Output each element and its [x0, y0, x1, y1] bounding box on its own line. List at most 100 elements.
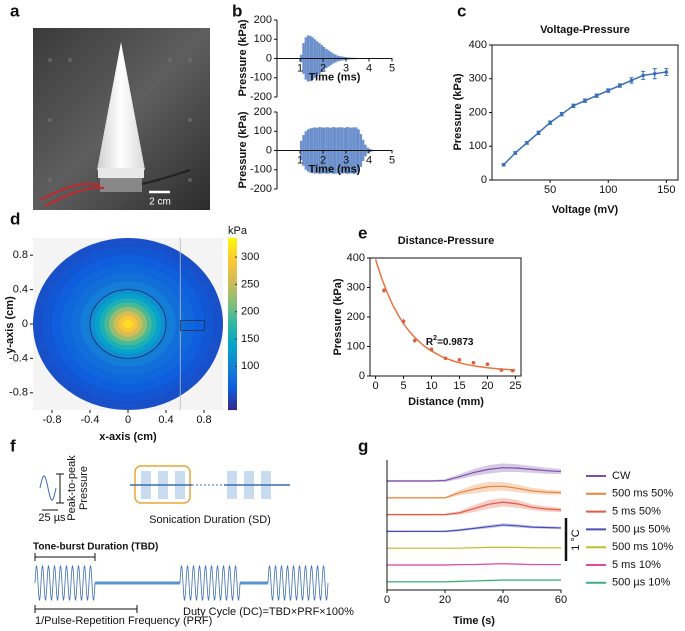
point [485, 362, 490, 367]
panel-label: c [457, 1, 466, 20]
diagram: Peak-to-peak Pressure 25 µs Sonication D… [33, 455, 354, 627]
diagram-label: 1/Pulse-Repetition Frequency (PRF) [35, 615, 212, 627]
point [525, 141, 529, 145]
x-tick-label: 20 [439, 594, 451, 606]
colorbar-tick-label: 250 [241, 278, 259, 290]
diagram-label: Pressure [78, 466, 90, 510]
colorbar-slice [228, 361, 237, 365]
x-tick-label: 5 [389, 62, 395, 74]
point [401, 319, 406, 324]
y-tick-label: 0.8 [13, 249, 28, 261]
colorbar-slice [228, 355, 237, 359]
error-band [459, 484, 474, 496]
colorbar-slice [228, 389, 237, 393]
colorbar-slice [228, 363, 237, 367]
colorbar-slice [228, 271, 237, 275]
colorbar-slice [228, 377, 237, 381]
colorbar-slice [228, 325, 237, 329]
colorbar-slice [228, 327, 237, 331]
colorbar-slice [228, 305, 237, 309]
x-tick-label: 0 [125, 414, 131, 426]
y-axis-label: Pressure (kPa) [237, 19, 249, 96]
colorbar-slice [228, 297, 237, 301]
colorbar-slice [228, 385, 237, 389]
tone-burst [34, 564, 96, 602]
heat-ring [127, 323, 129, 325]
trace [387, 485, 562, 499]
x-tick-label: 2 [320, 154, 326, 166]
y-tick-label: 100 [254, 125, 272, 137]
x-tick-label: 5 [400, 380, 406, 392]
colorbar-slice [228, 267, 237, 271]
panel-label: e [358, 223, 367, 242]
legend-label: 500 µs 50% [612, 523, 671, 535]
fit-line [374, 259, 516, 371]
y-tick-label: -100 [250, 72, 272, 84]
x-tick-label: 0 [384, 594, 390, 606]
colorbar-slice [228, 341, 237, 345]
panel-label: f [10, 436, 16, 455]
colorbar-slice [228, 353, 237, 357]
colorbar-slice [228, 291, 237, 295]
colorbar-slice [228, 237, 237, 241]
trace [387, 546, 561, 549]
probe [179, 320, 205, 331]
colorbar-slice [228, 257, 237, 261]
y-axis-label: Pressure (kPa) [332, 278, 344, 355]
x-axis-label: Distance (mm) [408, 396, 484, 408]
colorbar-slice [228, 345, 237, 349]
x-axis-label: Time (ms) [309, 71, 361, 83]
x-tick-label: 2 [320, 62, 326, 74]
x-tick-label: 4 [366, 62, 372, 74]
y-tick-label: -0.4 [9, 352, 28, 364]
legend-label: 500 ms 10% [612, 541, 673, 553]
colorbar-slice [228, 303, 237, 307]
x-tick-label: -0.4 [81, 414, 100, 426]
colorbar-slice [228, 279, 237, 283]
x-tick-label: 1 [297, 62, 303, 74]
colorbar-slice [228, 285, 237, 289]
colorbar-slice [228, 301, 237, 305]
point [429, 347, 434, 352]
y-axis-label: Pressure (kPa) [452, 73, 464, 150]
legend-label: 500 µs 10% [612, 577, 671, 589]
point [443, 356, 448, 361]
legend-label: 500 ms 50% [612, 488, 673, 500]
colorbar-slice [228, 387, 237, 391]
diagram-label: Tone-burst Duration (TBD) [33, 542, 158, 553]
colorbar-slice [228, 347, 237, 351]
colorbar-slice [228, 333, 237, 337]
colorbar-slice [228, 407, 237, 411]
x-axis-label: Time (s) [453, 615, 495, 627]
y-tick-label: 0 [359, 370, 365, 382]
y-tick-label: 0 [266, 52, 272, 64]
x-tick-label: 40 [497, 594, 509, 606]
colorbar-slice [228, 315, 237, 319]
colorbar-slice [228, 253, 237, 257]
colorbar-slice [228, 401, 237, 405]
x-tick-label: 0 [373, 380, 379, 392]
colorbar-slice [228, 321, 237, 325]
trace [387, 579, 561, 583]
colorbar-slice [228, 299, 237, 303]
colorbar-slice [228, 287, 237, 291]
x-axis-label: x-axis (cm) [99, 431, 157, 443]
x-tick-label: 0.8 [196, 414, 211, 426]
y-tick-label: -200 [250, 91, 272, 103]
x-tick-label: 15 [453, 380, 465, 392]
colorbar-slice [228, 381, 237, 385]
y-tick-label: 100 [254, 33, 272, 45]
x-tick-label: 50 [544, 184, 556, 196]
x-tick-label: 20 [481, 380, 493, 392]
colorbar-slice [228, 395, 237, 399]
colorbar-slice [228, 289, 237, 293]
colorbar-slice [228, 245, 237, 249]
panel-label: a [10, 1, 20, 20]
y-tick-label: 200 [347, 311, 365, 323]
colorbar-slice [228, 393, 237, 397]
x-tick-label: 5 [389, 154, 395, 166]
diagram-label: Sonication Duration (SD) [149, 514, 271, 526]
trace [387, 524, 562, 532]
point [457, 357, 462, 362]
